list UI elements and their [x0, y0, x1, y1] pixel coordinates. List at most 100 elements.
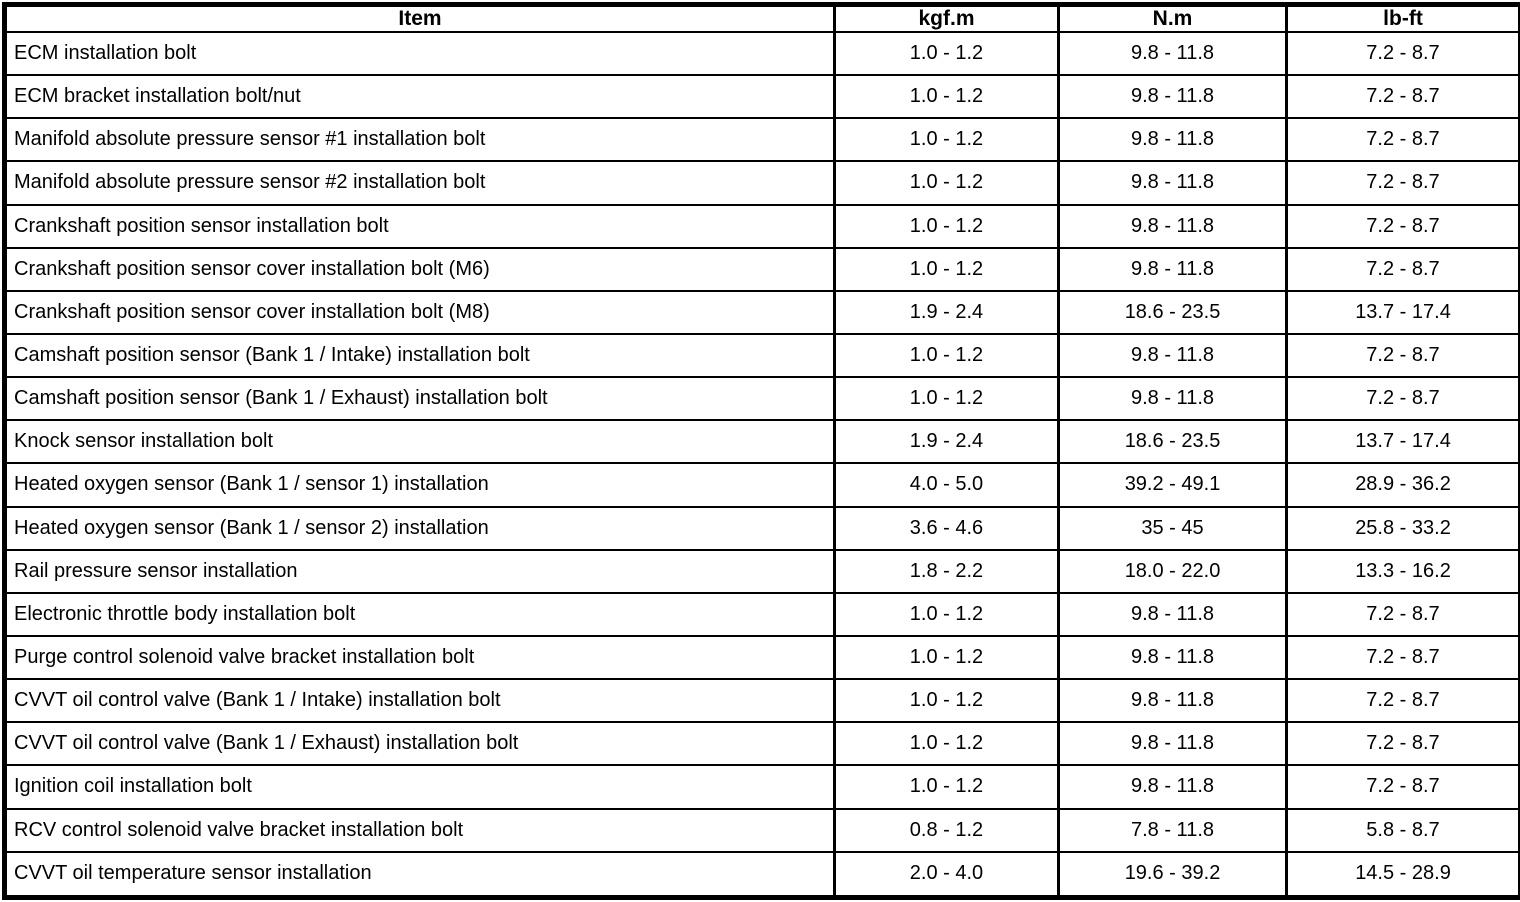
table-row: Crankshaft position sensor cover install… [3, 289, 1520, 335]
table-row: CVVT oil control valve (Bank 1 / Intake)… [3, 678, 1520, 724]
nm-cell: 18.6 - 23.5 [1057, 289, 1288, 335]
item-cell: Heated oxygen sensor (Bank 1 / sensor 1)… [3, 462, 836, 508]
kgfm-cell: 1.0 - 1.2 [833, 30, 1060, 77]
nm-cell: 9.8 - 11.8 [1057, 634, 1288, 681]
table-body: ECM installation bolt 1.0 - 1.2 9.8 - 11.8… [3, 30, 1520, 899]
table-row: ECM installation bolt 1.0 - 1.2 9.8 - 11.8… [3, 30, 1520, 77]
table-row: ECM bracket installation bolt/nut 1.0 - 1… [3, 74, 1520, 120]
lbft-cell: 7.2 - 8.7 [1285, 634, 1520, 681]
lbft-cell: 7.2 - 8.7 [1285, 591, 1520, 637]
lbft-cell: 7.2 - 8.7 [1285, 764, 1520, 810]
item-cell: RCV control solenoid valve bracket insta… [3, 807, 836, 853]
kgfm-cell: 1.0 - 1.2 [833, 160, 1060, 206]
kgfm-cell: 1.0 - 1.2 [833, 246, 1060, 292]
lbft-cell: 7.2 - 8.7 [1285, 678, 1520, 724]
column-header-kgfm: kgf.m [833, 3, 1060, 33]
kgfm-cell: 1.0 - 1.2 [833, 332, 1060, 379]
nm-cell: 9.8 - 11.8 [1057, 721, 1288, 767]
lbft-cell: 5.8 - 8.7 [1285, 807, 1520, 853]
kgfm-cell: 1.8 - 2.2 [833, 548, 1060, 594]
table-row: Heated oxygen sensor (Bank 1 / sensor 2)… [3, 505, 1520, 551]
lbft-cell: 7.2 - 8.7 [1285, 74, 1520, 120]
table-row: Camshaft position sensor (Bank 1 / Exhau… [3, 376, 1520, 422]
kgfm-cell: 1.9 - 2.4 [833, 419, 1060, 465]
table-row: Heated oxygen sensor (Bank 1 / sensor 1)… [3, 462, 1520, 508]
kgfm-cell: 1.9 - 2.4 [833, 289, 1060, 335]
lbft-cell: 7.2 - 8.7 [1285, 246, 1520, 292]
nm-cell: 9.8 - 11.8 [1057, 117, 1288, 163]
nm-cell: 9.8 - 11.8 [1057, 591, 1288, 637]
table-row: Purge control solenoid valve bracket ins… [3, 634, 1520, 681]
lbft-cell: 7.2 - 8.7 [1285, 203, 1520, 249]
lbft-cell: 14.5 - 28.9 [1285, 850, 1520, 899]
nm-cell: 35 - 45 [1057, 505, 1288, 551]
table-row: Electronic throttle body installation bo… [3, 591, 1520, 637]
lbft-cell: 13.7 - 17.4 [1285, 419, 1520, 465]
kgfm-cell: 1.0 - 1.2 [833, 376, 1060, 422]
kgfm-cell: 1.0 - 1.2 [833, 678, 1060, 724]
table-row: CVVT oil temperature sensor installation… [3, 850, 1520, 899]
table-row: Manifold absolute pressure sensor #2 ins… [3, 160, 1520, 206]
nm-cell: 7.8 - 11.8 [1057, 807, 1288, 853]
table-row: Crankshaft position sensor cover install… [3, 246, 1520, 292]
column-header-lbft: lb-ft [1285, 3, 1520, 33]
nm-cell: 9.8 - 11.8 [1057, 376, 1288, 422]
nm-cell: 9.8 - 11.8 [1057, 678, 1288, 724]
lbft-cell: 28.9 - 36.2 [1285, 462, 1520, 508]
table-row: Rail pressure sensor installation 1.8 - 2… [3, 548, 1520, 594]
item-cell: Crankshaft position sensor installation … [3, 203, 836, 249]
kgfm-cell: 3.6 - 4.6 [833, 505, 1060, 551]
nm-cell: 18.0 - 22.0 [1057, 548, 1288, 594]
kgfm-cell: 1.0 - 1.2 [833, 591, 1060, 637]
nm-cell: 9.8 - 11.8 [1057, 332, 1288, 379]
kgfm-cell: 1.0 - 1.2 [833, 764, 1060, 810]
kgfm-cell: 1.0 - 1.2 [833, 203, 1060, 249]
item-cell: ECM installation bolt [3, 30, 836, 77]
kgfm-cell: 2.0 - 4.0 [833, 850, 1060, 899]
nm-cell: 9.8 - 11.8 [1057, 764, 1288, 810]
item-cell: CVVT oil temperature sensor installation [3, 850, 836, 899]
nm-cell: 9.8 - 11.8 [1057, 160, 1288, 206]
item-cell: Crankshaft position sensor cover install… [3, 289, 836, 335]
table-row: Manifold absolute pressure sensor #1 ins… [3, 117, 1520, 163]
table-header-row: Item kgf.m N.m lb-ft [3, 3, 1520, 33]
kgfm-cell: 4.0 - 5.0 [833, 462, 1060, 508]
nm-cell: 9.8 - 11.8 [1057, 74, 1288, 120]
table-row: Knock sensor installation bolt 1.9 - 2.4 1… [3, 419, 1520, 465]
item-cell: Heated oxygen sensor (Bank 1 / sensor 2)… [3, 505, 836, 551]
item-cell: Camshaft position sensor (Bank 1 / Exhau… [3, 376, 836, 422]
item-cell: Ignition coil installation bolt [3, 764, 836, 810]
kgfm-cell: 1.0 - 1.2 [833, 117, 1060, 163]
item-cell: CVVT oil control valve (Bank 1 / Intake)… [3, 678, 836, 724]
lbft-cell: 7.2 - 8.7 [1285, 376, 1520, 422]
lbft-cell: 25.8 - 33.2 [1285, 505, 1520, 551]
column-header-item: Item [3, 3, 836, 33]
item-cell: Crankshaft position sensor cover install… [3, 246, 836, 292]
item-cell: Camshaft position sensor (Bank 1 / Intak… [3, 332, 836, 379]
nm-cell: 9.8 - 11.8 [1057, 30, 1288, 77]
item-cell: Knock sensor installation bolt [3, 419, 836, 465]
table-row: Camshaft position sensor (Bank 1 / Intak… [3, 332, 1520, 379]
item-cell: Manifold absolute pressure sensor #2 ins… [3, 160, 836, 206]
lbft-cell: 7.2 - 8.7 [1285, 332, 1520, 379]
lbft-cell: 7.2 - 8.7 [1285, 117, 1520, 163]
nm-cell: 9.8 - 11.8 [1057, 203, 1288, 249]
item-cell: Manifold absolute pressure sensor #1 ins… [3, 117, 836, 163]
item-cell: Electronic throttle body installation bo… [3, 591, 836, 637]
lbft-cell: 7.2 - 8.7 [1285, 30, 1520, 77]
item-cell: CVVT oil control valve (Bank 1 / Exhaust… [3, 721, 836, 767]
table-row: Ignition coil installation bolt 1.0 - 1.2… [3, 764, 1520, 810]
item-cell: ECM bracket installation bolt/nut [3, 74, 836, 120]
table-row: CVVT oil control valve (Bank 1 / Exhaust… [3, 721, 1520, 767]
item-cell: Purge control solenoid valve bracket ins… [3, 634, 836, 681]
nm-cell: 19.6 - 39.2 [1057, 850, 1288, 899]
nm-cell: 39.2 - 49.1 [1057, 462, 1288, 508]
nm-cell: 9.8 - 11.8 [1057, 246, 1288, 292]
table-row: RCV control solenoid valve bracket insta… [3, 807, 1520, 853]
nm-cell: 18.6 - 23.5 [1057, 419, 1288, 465]
lbft-cell: 7.2 - 8.7 [1285, 160, 1520, 206]
lbft-cell: 7.2 - 8.7 [1285, 721, 1520, 767]
column-header-nm: N.m [1057, 3, 1288, 33]
